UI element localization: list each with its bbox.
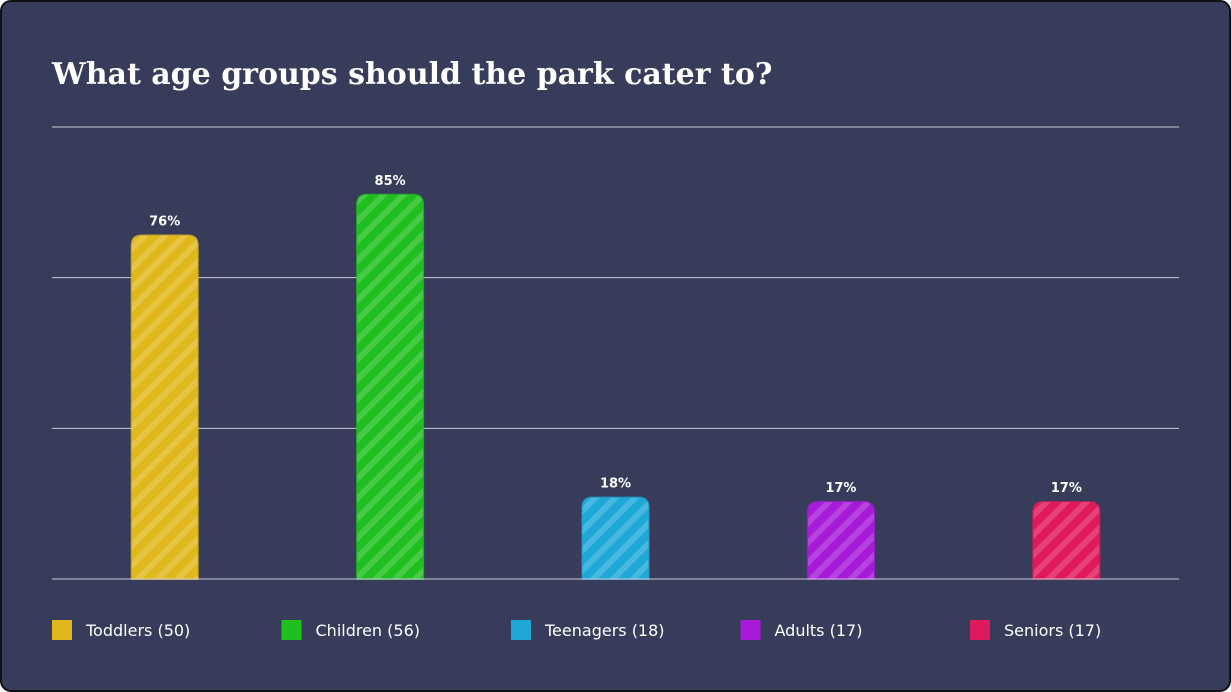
legend-swatch [281, 620, 302, 640]
legend-label: Toddlers (50) [85, 621, 190, 640]
legend-label: Children (56) [316, 621, 421, 640]
bar-stripes [582, 497, 649, 579]
legend-label: Seniors (17) [1004, 621, 1101, 640]
value-label: 76% [149, 214, 180, 229]
legend-swatch [52, 620, 72, 640]
bar-stripes [807, 502, 874, 579]
legend-swatch [511, 620, 531, 640]
value-label: 18% [600, 477, 631, 492]
legend-swatch [740, 620, 761, 640]
bar-stripes [1033, 502, 1100, 579]
bar-stripes [357, 194, 424, 580]
value-label: 85% [375, 174, 406, 189]
chart-title: What age groups should the park cater to… [51, 57, 772, 92]
legend-label: Teenagers (18) [544, 621, 665, 640]
bar-stripes [131, 235, 198, 580]
value-label: 17% [825, 481, 856, 496]
legend-label: Adults (17) [775, 621, 863, 640]
value-label: 17% [1051, 481, 1082, 496]
legend-swatch [970, 620, 990, 640]
